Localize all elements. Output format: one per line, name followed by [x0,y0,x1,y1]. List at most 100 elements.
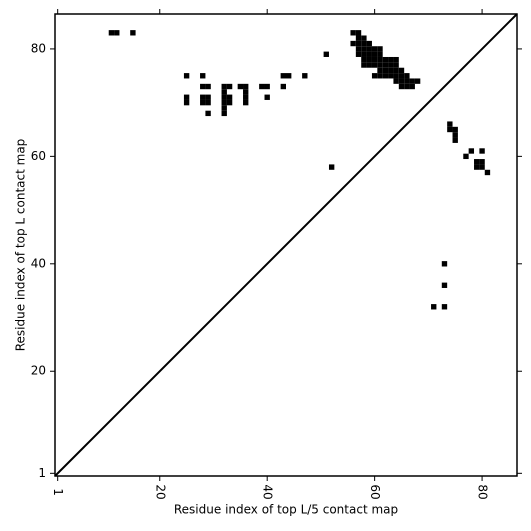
contact [243,89,249,95]
contact [452,137,458,143]
contact [388,73,394,79]
contact [350,30,356,36]
contact [371,56,378,63]
y-tick-label: 80 [31,41,46,55]
contact [474,159,480,165]
x-tick-label: 40 [261,484,275,499]
contact [237,83,244,90]
contact [302,73,308,79]
contact [371,51,378,57]
y-tick-label: 20 [31,364,46,378]
contact [221,99,227,106]
contact [382,62,389,68]
contact [484,169,491,176]
y-tick-label: 40 [31,256,46,270]
y-axis-label: Residue index of top L contact map [14,139,28,352]
contact [355,40,362,47]
contact [393,62,399,68]
contact [366,40,372,47]
contact [404,83,410,90]
contact [393,73,399,79]
diagonal-line [54,13,518,477]
contact [382,67,389,74]
contact [361,56,367,63]
contact [441,261,448,267]
contact [226,99,233,106]
contact [398,73,405,79]
contact [108,30,115,36]
contact [398,67,405,74]
contact [200,73,206,79]
contact [221,83,227,90]
contact [361,40,367,47]
contact [361,35,367,41]
contact [377,51,383,57]
contact [183,94,190,100]
contact [366,46,372,52]
contact [393,78,399,84]
contact [414,78,421,84]
contact [350,40,356,47]
contact [463,153,469,160]
contact [243,99,249,106]
contact [409,83,415,90]
contact [323,51,329,57]
contact [243,94,249,100]
contact [441,282,448,288]
y-tick-label: 1 [38,466,46,480]
contact [404,73,410,79]
contact [366,56,372,63]
contact [377,56,383,63]
contact [479,159,485,165]
contact [264,94,270,100]
contact [226,83,233,90]
contact [183,73,190,79]
contact [452,126,458,133]
contact [183,99,190,106]
contact [361,46,367,52]
contact [377,46,383,52]
contact [280,73,286,79]
contact [452,132,458,138]
contact [479,164,485,170]
contact [398,83,405,90]
contact [371,62,378,68]
contact [398,78,405,84]
contact [371,46,378,52]
contact [388,67,394,74]
contact [355,30,362,36]
contact [393,56,399,63]
contact [226,94,233,100]
contact [205,94,211,100]
contact [441,304,448,310]
contact [243,83,249,90]
contact [355,35,362,41]
contact [264,83,270,90]
contact [388,56,394,63]
contact [474,164,480,170]
contact [447,126,453,133]
y-tick-label: 60 [31,149,46,163]
contact [221,110,227,117]
contact [371,73,378,79]
contact [447,121,453,127]
contact [221,94,227,100]
contact [328,164,335,170]
x-tick-label: 60 [368,484,382,499]
contact [382,56,389,63]
contact [409,78,415,84]
x-tick-label: 20 [153,484,167,499]
contact [200,99,206,106]
x-axis-label: Residue index of top L/5 contact map [174,503,398,517]
contact [286,73,292,79]
plot-frame [54,13,518,477]
contact [366,62,372,68]
contact [259,83,265,90]
contact [382,73,389,79]
contact [355,51,362,57]
contact [361,51,367,57]
contact [280,83,286,90]
contact [205,110,211,117]
contact [200,94,206,100]
